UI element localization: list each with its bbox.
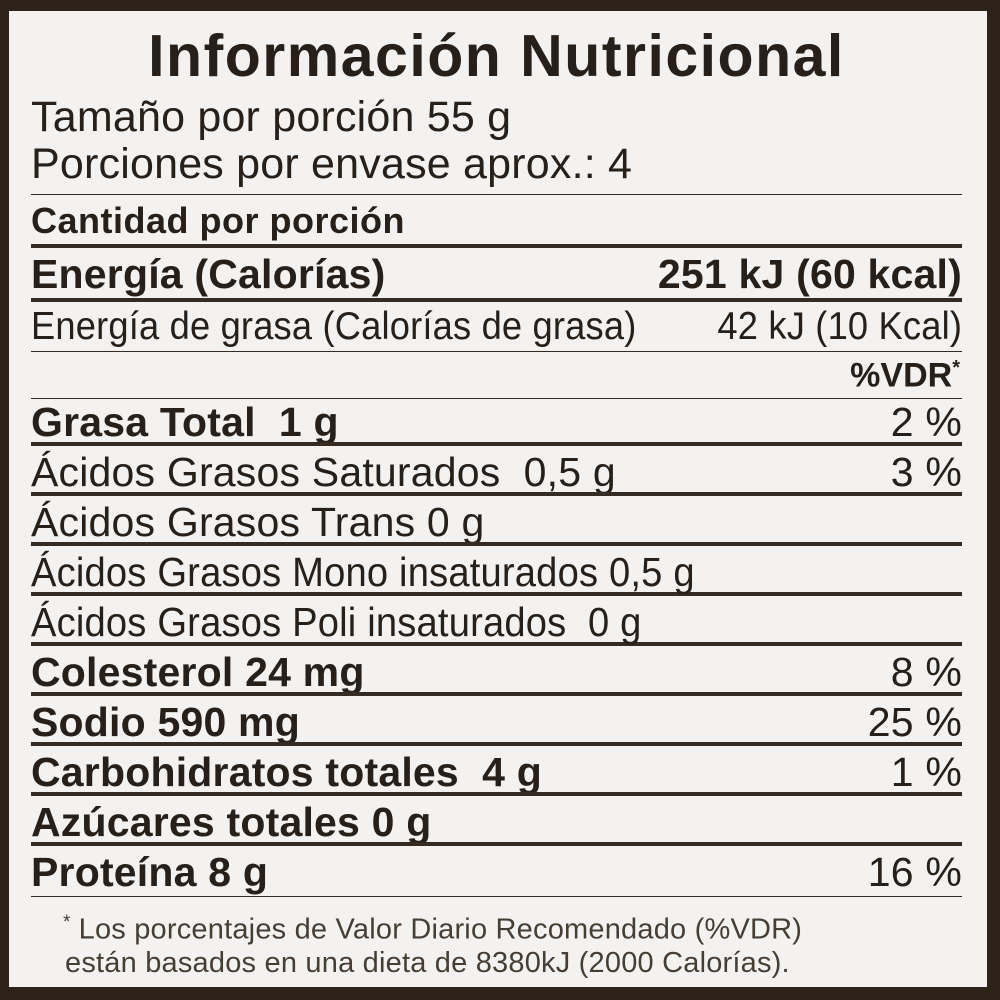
nutrient-vdr: 2 % [890, 398, 962, 445]
nutrient-row: Grasa Total 1 g 2 % [31, 398, 962, 445]
nutrient-name: Energía de grasa (Calorías de grasa) [31, 304, 637, 348]
nutrient-name: Carbohidratos totales 4 g [31, 748, 542, 795]
nutrient-row: Ácidos Grasos Saturados 0,5 g 3 % [31, 448, 962, 495]
divider [31, 541, 962, 546]
divider [31, 841, 962, 846]
nutrient-name: Sodio 590 mg [31, 698, 300, 745]
footnote-line-1: * Los porcentajes de Valor Diario Recomen… [63, 912, 962, 947]
nutrient-name: Ácidos Grasos Poli insaturados 0 g [31, 598, 642, 645]
nutrient-name: Azúcares totales 0 g [31, 798, 432, 845]
energy-row: Energía (Calorías) 251 kJ (60 kcal) [31, 250, 962, 297]
divider [31, 441, 962, 446]
divider [31, 741, 962, 746]
nutrient-row: Ácidos Grasos Trans 0 g [31, 498, 962, 545]
nutrient-value: 251 kJ (60 kcal) [657, 250, 962, 297]
vdr-column-header: %VDR* [31, 356, 962, 398]
footnote-line-2: están basados en una dieta de 8380kJ (20… [65, 947, 790, 980]
nutrient-name: Grasa Total 1 g [31, 398, 339, 445]
nutrient-row: Sodio 590 mg 25 % [31, 698, 962, 745]
divider [31, 691, 962, 696]
nutrient-row: Ácidos Grasos Mono insaturados 0,5 g [31, 548, 962, 595]
divider [31, 297, 962, 302]
amount-per-serving-header: Cantidad por porción [31, 200, 405, 242]
thick-separator-bar [31, 895, 962, 898]
nutrition-label: Información Nutricional Tamaño por porci… [9, 11, 987, 987]
nutrient-vdr: 3 % [890, 448, 962, 495]
nutrient-name: Ácidos Grasos Trans 0 g [31, 498, 485, 545]
nutrient-name: Proteína 8 g [31, 848, 269, 895]
nutrient-vdr: 25 % [867, 698, 962, 745]
vdr-header-text: %VDR [850, 355, 953, 394]
footnote-asterisk: * [63, 912, 71, 934]
serving-info: Tamaño por porción 55 g Porciones por en… [31, 92, 962, 189]
nutrient-name: Ácidos Grasos Saturados 0,5 g [31, 448, 616, 495]
thick-separator-bar [31, 194, 962, 196]
energy-fat-row: Energía de grasa (Calorías de grasa) 42 … [31, 304, 962, 348]
footnote: * Los porcentajes de Valor Diario Recomen… [31, 912, 962, 981]
servings-per-package-line: Porciones por envase aprox.: 4 [31, 139, 633, 188]
divider [31, 243, 962, 248]
nutrient-row: Azúcares totales 0 g [31, 798, 962, 845]
nutrient-vdr: 1 % [890, 748, 962, 795]
divider [31, 491, 962, 496]
divider [31, 591, 962, 596]
nutrient-row: Proteína 8 g 16 % [31, 848, 962, 895]
nutrient-row: Carbohidratos totales 4 g 1 % [31, 748, 962, 795]
nutrient-vdr: 8 % [890, 648, 962, 695]
nutrient-name: Colesterol 24 mg [31, 648, 365, 695]
nutrient-vdr: 16 % [867, 848, 962, 895]
thick-separator-bar [31, 350, 962, 352]
divider [31, 641, 962, 646]
nutrient-row: Colesterol 24 mg 8 % [31, 648, 962, 695]
footnote-text-1: Los porcentajes de Valor Diario Recomend… [78, 913, 803, 946]
serving-size-line: Tamaño por porción 55 g [31, 92, 512, 141]
label-title: Información Nutricional [148, 23, 845, 89]
vdr-header-asterisk: * [952, 356, 960, 379]
nutrient-row: Ácidos Grasos Poli insaturados 0 g [31, 598, 962, 645]
nutrient-name: Ácidos Grasos Mono insaturados 0,5 g [31, 548, 695, 595]
nutrient-value: 42 kJ (10 Kcal) [717, 304, 962, 348]
divider [31, 791, 962, 796]
nutrient-name: Energía (Calorías) [31, 250, 386, 297]
